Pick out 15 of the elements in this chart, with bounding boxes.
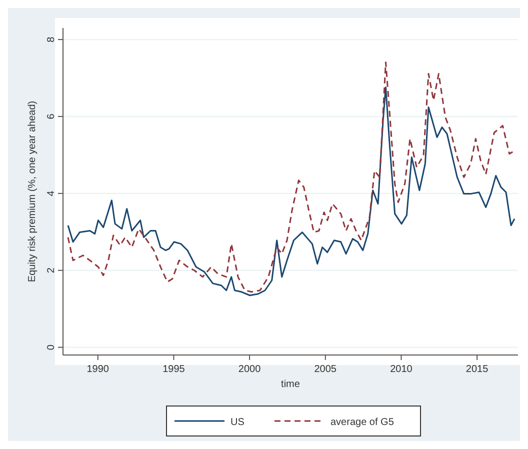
x-tick-label: 2000 xyxy=(238,364,262,375)
x-axis-title: time xyxy=(281,379,300,390)
x-tick-label: 1990 xyxy=(86,364,110,375)
x-tick-label: 2010 xyxy=(390,364,413,375)
legend-label: US xyxy=(230,417,245,428)
x-tick-label: 1995 xyxy=(162,364,186,375)
y-axis-title: Equity risk premium (%, one year ahead) xyxy=(27,100,38,282)
legend-label: average of G5 xyxy=(330,417,394,428)
x-tick-label: 2015 xyxy=(466,364,489,375)
x-tick-label: 2005 xyxy=(314,364,337,375)
y-tick-label: 2 xyxy=(46,267,57,274)
y-tick-label: 8 xyxy=(46,36,57,42)
y-tick-label: 4 xyxy=(46,190,57,196)
y-tick-label: 0 xyxy=(46,344,57,350)
y-tick-label: 6 xyxy=(46,113,57,120)
